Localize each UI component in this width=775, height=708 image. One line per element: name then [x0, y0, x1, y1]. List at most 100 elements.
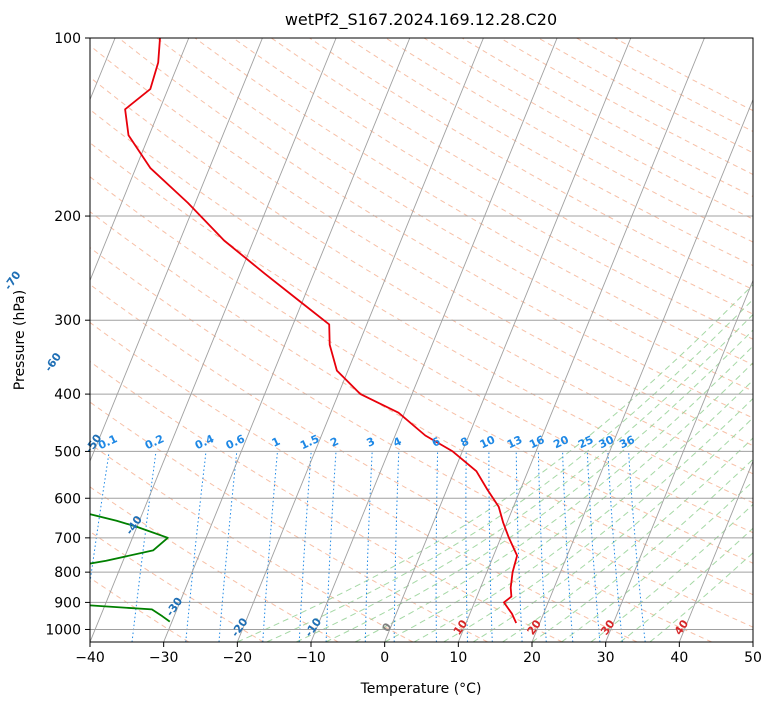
- dry-adiabat-line: [90, 45, 753, 447]
- plot-frame: [89, 37, 754, 643]
- dry-adiabat-label: -30: [163, 595, 185, 619]
- dry-adiabat-line: [90, 109, 753, 504]
- isotherm-line: [384, 38, 632, 642]
- mixing-ratio-line: [262, 451, 278, 642]
- dry-adiabat-line: [232, 38, 753, 340]
- axis-ticks: −40 −30 −20 −10 0 10 20 30 40 5010020030040050060…: [45, 31, 762, 666]
- x-tick-label: −10: [296, 650, 326, 666]
- moist-adiabat-line: [384, 362, 753, 642]
- mixing-ratio-label: 6: [430, 435, 443, 450]
- isotherm-line: [678, 460, 753, 642]
- isotherm-line: [457, 38, 705, 642]
- x-tick-label: −30: [149, 650, 179, 666]
- temperature-profile-line: [124, 38, 518, 624]
- moist-adiabat-line: [531, 458, 753, 642]
- mixing-ratio-label: 2: [328, 435, 340, 450]
- isotherm-line: [236, 38, 484, 642]
- isotherm-line: [90, 38, 190, 282]
- mixing-ratio-line: [364, 451, 373, 642]
- dry-adiabat-line: [118, 38, 753, 419]
- dry-adiabat-label: -20: [229, 615, 251, 639]
- x-tick-label: −20: [223, 650, 253, 666]
- dry-adiabat-label: -40: [123, 513, 145, 537]
- mixing-ratio-line: [465, 451, 468, 642]
- mixing-ratio-label: 16: [527, 433, 547, 451]
- mixing-ratio-line: [90, 451, 110, 587]
- dry-adiabat-line: [90, 283, 712, 642]
- dry-adiabat-line: [194, 38, 753, 366]
- dry-adiabat-line: [156, 38, 753, 392]
- y-tick-label: 200: [54, 209, 81, 225]
- mixing-ratio-label: 10: [478, 433, 498, 451]
- mixing-ratio-label: 1.5: [298, 432, 321, 452]
- y-tick-label: 600: [54, 491, 81, 507]
- mixing-ratio-label: 36: [617, 433, 637, 451]
- y-tick-label: 1000: [45, 622, 81, 638]
- dry-adiabat-line: [90, 401, 488, 642]
- mixing-ratio-label: 30: [597, 433, 617, 451]
- moist-adiabat-line: [561, 480, 753, 642]
- mixing-ratio-label: 8: [459, 435, 471, 450]
- dry-adiabat-label: -10: [302, 615, 324, 639]
- x-tick-label: 30: [597, 650, 615, 666]
- isotherm-line: [90, 38, 263, 463]
- isotherm-line: [752, 640, 753, 642]
- mixing-ratio-line: [628, 451, 646, 642]
- isotherm-line: [310, 38, 558, 642]
- x-tick-label: −40: [75, 650, 105, 666]
- dry-adiabat-line: [90, 211, 753, 596]
- moist-adiabat-line: [325, 329, 753, 642]
- moist-adiabat-line: [413, 379, 753, 642]
- mixing-ratio-line: [131, 451, 157, 642]
- y-tick-label: 700: [54, 531, 81, 547]
- moist-adiabat-line: [502, 437, 753, 642]
- dry-adiabat-line: [309, 38, 753, 291]
- y-axis-label: Pressure (hPa): [12, 290, 28, 390]
- mixing-ratio-label: 0.4: [193, 432, 216, 452]
- dry-adiabat-line: [90, 361, 563, 642]
- dry-adiabat-line: [90, 531, 264, 642]
- mixing-ratio-label: 0.2: [143, 432, 166, 452]
- mixing-ratio-line: [607, 451, 623, 642]
- mixing-ratio-line: [325, 451, 337, 642]
- line-labels: -100-90-80-70-60-50-40-30-20-10010203040…: [2, 268, 692, 639]
- isotherm-line: [90, 38, 337, 642]
- moist-adiabat-line: [472, 417, 753, 642]
- mixing-ratio-label: 0.6: [224, 432, 247, 452]
- dry-adiabat-line: [90, 142, 753, 534]
- isotherm-line: [163, 38, 411, 642]
- mixing-ratio-line: [435, 451, 439, 642]
- mixing-ratio-label: 4: [391, 435, 404, 450]
- y-tick-label: 300: [54, 313, 81, 329]
- dry-adiabat-line: [90, 486, 339, 642]
- moist-adiabat-line: [237, 283, 753, 642]
- mixing-ratio-label: 13: [505, 433, 524, 451]
- x-tick-label: 50: [744, 650, 762, 666]
- mixing-ratio-line: [298, 451, 312, 642]
- y-tick-label: 100: [54, 31, 81, 47]
- dry-adiabat-line: [90, 176, 753, 564]
- y-tick-label: 500: [54, 444, 81, 460]
- dry-adiabat-line: [423, 38, 753, 220]
- isotherm-line: [605, 279, 753, 642]
- dry-adiabat-line: [90, 247, 753, 628]
- dry-adiabat-label: -60: [42, 350, 64, 374]
- mixing-ratio-label: 20: [551, 433, 571, 451]
- dry-adiabat-line: [271, 38, 753, 315]
- moist-adiabat-line: [266, 298, 753, 642]
- moist-adiabat-line: [620, 527, 753, 642]
- y-tick-label: 400: [54, 387, 81, 403]
- x-tick-label: 0: [380, 650, 389, 666]
- dry-adiabat-line: [90, 321, 638, 642]
- x-tick-label: 20: [523, 650, 541, 666]
- mixing-ratio-label: 3: [365, 435, 377, 450]
- plot-background: [90, 38, 753, 642]
- moist-adiabat-line: [649, 552, 753, 642]
- y-tick-label: 800: [54, 565, 81, 581]
- dry-adiabat-line: [538, 38, 753, 154]
- mixing-ratio-line: [218, 451, 238, 642]
- dry-adiabat-line: [90, 443, 414, 642]
- mixing-ratio-label: 0.1: [96, 432, 119, 452]
- chart-title: wetPf2_S167.2024.169.12.28.C20: [285, 10, 557, 30]
